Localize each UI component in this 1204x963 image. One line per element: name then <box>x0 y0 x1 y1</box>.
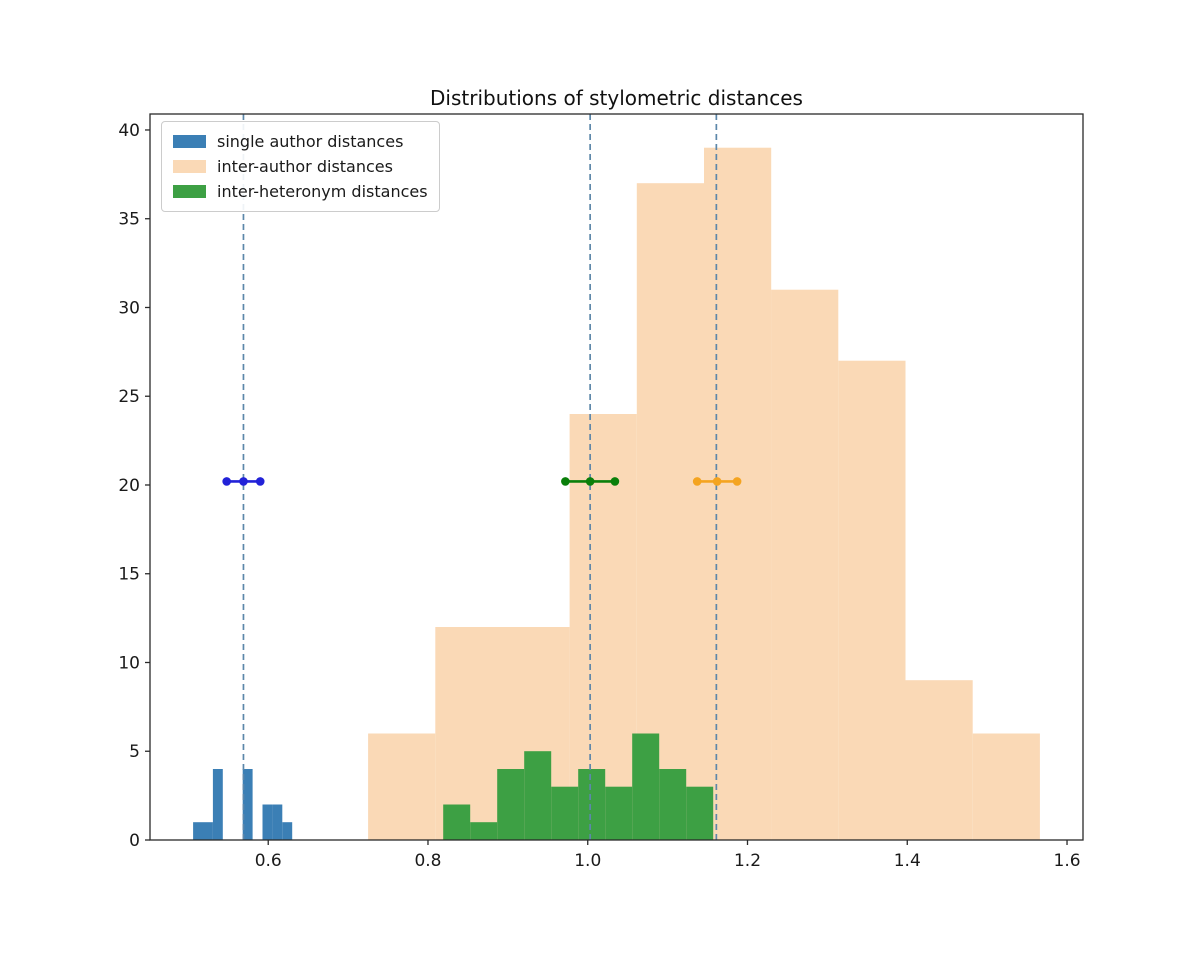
y-tick-label: 0 <box>129 831 140 851</box>
error-bar-marker <box>239 477 248 486</box>
y-tick-label: 20 <box>118 476 140 496</box>
histogram-layers <box>193 147 1040 840</box>
y-tick-label: 5 <box>129 742 140 762</box>
x-tick-label: 1.4 <box>894 851 921 871</box>
legend-label-inter-heteronym: inter-heteronym distances <box>217 182 428 201</box>
error-bar-marker <box>732 477 742 486</box>
x-tick-label: 1.2 <box>734 851 761 871</box>
hist-bar <box>636 183 704 840</box>
error-bar-marker <box>255 477 265 486</box>
chart-title: Distributions of stylometric distances <box>430 86 803 110</box>
error-bar-marker <box>610 477 620 486</box>
y-tick-label: 35 <box>118 210 140 230</box>
error-bar-marker <box>712 477 722 486</box>
legend-item-inter-heteronym: inter-heteronym distances <box>173 179 428 204</box>
hist-bar <box>212 769 223 840</box>
legend-label-single-author: single author distances <box>217 132 404 151</box>
hist-bar <box>551 786 579 840</box>
hist-bar <box>905 680 973 840</box>
x-tick-label: 0.6 <box>255 851 282 871</box>
hist-bar <box>686 786 714 840</box>
hist-bar <box>605 786 633 840</box>
x-tick-label: 1.0 <box>574 851 601 871</box>
hist-bar <box>578 769 606 840</box>
error-bar-marker <box>561 477 570 486</box>
hist-bar <box>282 822 293 840</box>
axes-layer: 0.6 0.8 1.0 1.2 1.4 1.6 0 5 10 15 20 25 30 35 40 <box>118 113 1084 871</box>
error-bar-marker <box>222 477 231 486</box>
histogram-1 <box>368 147 1040 840</box>
y-tick-label: 15 <box>118 565 140 585</box>
error-bars-layer <box>222 477 742 486</box>
legend-swatch-inter-author-icon <box>173 160 206 173</box>
hist-bar <box>632 733 660 840</box>
legend-label-inter-author: inter-author distances <box>217 157 393 176</box>
histogram-0 <box>193 769 293 840</box>
error-bar <box>561 477 620 486</box>
legend-swatch-single-author-icon <box>173 135 206 148</box>
hist-bar <box>704 147 772 840</box>
mean-lines-layer <box>242 114 718 840</box>
legend-item-inter-author: inter-author distances <box>173 154 428 179</box>
hist-bar <box>193 822 203 840</box>
hist-bar <box>838 360 906 840</box>
y-tick-label: 25 <box>118 387 140 407</box>
hist-bar <box>972 733 1040 840</box>
legend: single author distances inter-author dis… <box>161 121 440 212</box>
hist-bar <box>368 733 436 840</box>
hist-bar <box>771 289 839 840</box>
histogram-2 <box>443 733 714 840</box>
hist-bar <box>203 822 213 840</box>
legend-item-single-author: single author distances <box>173 129 428 154</box>
hist-bar <box>497 769 525 840</box>
hist-bar <box>443 804 471 840</box>
plot-border <box>149 113 1084 841</box>
hist-bar <box>524 751 552 840</box>
y-tick-label: 40 <box>118 121 140 141</box>
x-tick-label: 0.8 <box>414 851 441 871</box>
hist-bar <box>470 822 498 840</box>
y-tick-label: 10 <box>118 653 140 673</box>
hist-bar <box>262 804 273 840</box>
y-tick-label: 30 <box>118 298 140 318</box>
hist-bar <box>659 769 687 840</box>
hist-bar <box>272 804 283 840</box>
error-bar <box>692 477 742 486</box>
legend-swatch-inter-heteronym-icon <box>173 185 206 198</box>
error-bar-marker <box>692 477 702 486</box>
hist-bar <box>242 769 253 840</box>
error-bar <box>222 477 265 486</box>
error-bar-marker <box>585 477 595 486</box>
x-tick-label: 1.6 <box>1054 851 1081 871</box>
